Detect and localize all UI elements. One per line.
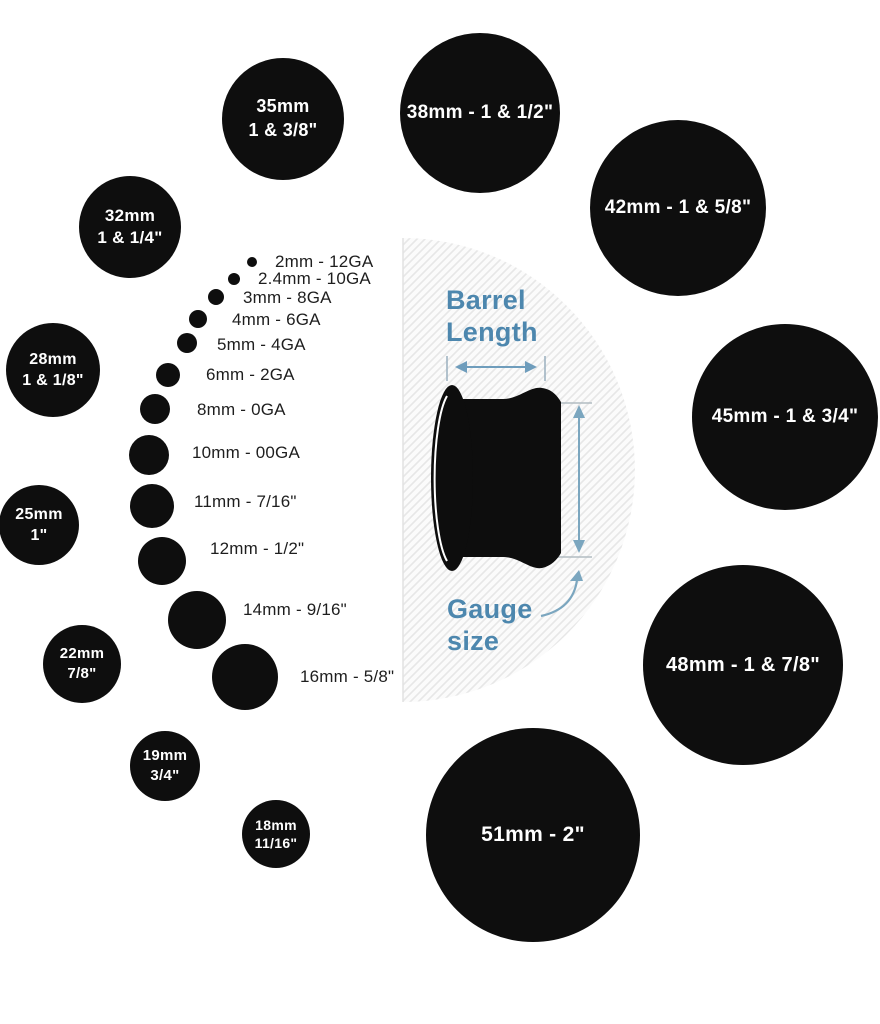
gauge-dot-16mm [212,644,278,710]
size-circle-label: 28mm 1 & 1/8" [22,350,84,389]
gauge-dot-4mm [189,310,207,328]
gauge-dot-5mm [177,333,197,353]
size-circle-28mm: 28mm 1 & 1/8" [6,323,100,417]
gauge-dot-8mm [140,394,170,424]
size-circle-35mm: 35mm 1 & 3/8" [222,58,344,180]
plug-barrel [452,387,561,569]
size-circle-label: 45mm - 1 & 3/4" [711,406,859,428]
size-circle-18mm: 18mm 11/16" [242,800,310,868]
size-circle-label: 19mm 3/4" [142,747,188,784]
size-circle-label: 42mm - 1 & 5/8" [604,197,752,219]
gauge-label-8mm: 8mm - 0GA [197,400,286,419]
size-circle-38mm: 38mm - 1 & 1/2" [400,33,560,193]
gauge-dot-3mm [208,289,224,305]
size-circle-48mm: 48mm - 1 & 7/8" [643,565,843,765]
gauge-dot-11mm [130,484,174,528]
size-circle-label: 25mm 1" [15,505,63,544]
size-circle-label: 18mm 11/16" [254,816,298,851]
size-circle-label: 22mm 7/8" [59,645,105,682]
size-circle-label: 38mm - 1 & 1/2" [406,102,554,124]
gauge-dot-6mm [156,363,180,387]
gauge-label-2-4mm: 2.4mm - 10GA [258,269,371,288]
gauge-dot-10mm [129,435,169,475]
gauge-label-6mm: 6mm - 2GA [206,365,295,384]
gauge-dot-2-4mm [228,273,240,285]
gauge-label-16mm: 16mm - 5/8" [300,667,395,686]
plug-left-flare [431,385,473,571]
gauge-label-2mm: 2mm - 12GA [275,252,374,271]
gauge-size-arrow [573,405,585,553]
gauge-dot-14mm [168,591,226,649]
size-circle-42mm: 42mm - 1 & 5/8" [590,120,766,296]
gauge-label-3mm: 3mm - 8GA [243,288,332,307]
gauge-label-11mm: 11mm - 7/16" [194,492,297,511]
size-circle-label: 32mm 1 & 1/4" [97,205,163,247]
barrel-length-label: Barrel Length [446,285,538,347]
plug-flare-highlight [433,395,448,562]
gauge-size-label: Gauge size [447,594,533,656]
size-circle-22mm: 22mm 7/8" [43,625,121,703]
barrel-length-arrow [455,361,537,373]
size-circle-label: 48mm - 1 & 7/8" [665,653,821,676]
gauge-label-14mm: 14mm - 9/16" [243,600,347,619]
gauge-label-12mm: 12mm - 1/2" [210,539,305,558]
size-circle-19mm: 19mm 3/4" [130,731,200,801]
size-circle-51mm: 51mm - 2" [426,728,640,942]
gauge-label-5mm: 5mm - 4GA [217,335,306,354]
size-circle-label: 51mm - 2" [481,823,585,847]
gauge-label-4mm: 4mm - 6GA [232,310,321,329]
size-circle-label: 35mm 1 & 3/8" [248,96,318,140]
size-circle-32mm: 32mm 1 & 1/4" [79,176,181,278]
gauge-label-10mm: 10mm - 00GA [192,443,301,462]
gauge-dot-12mm [138,537,186,585]
gauge-dot-2mm [247,257,257,267]
size-circle-45mm: 45mm - 1 & 3/4" [692,324,878,510]
gauge-size-curved-arrow [540,570,583,618]
size-circle-25mm: 25mm 1" [0,485,79,565]
